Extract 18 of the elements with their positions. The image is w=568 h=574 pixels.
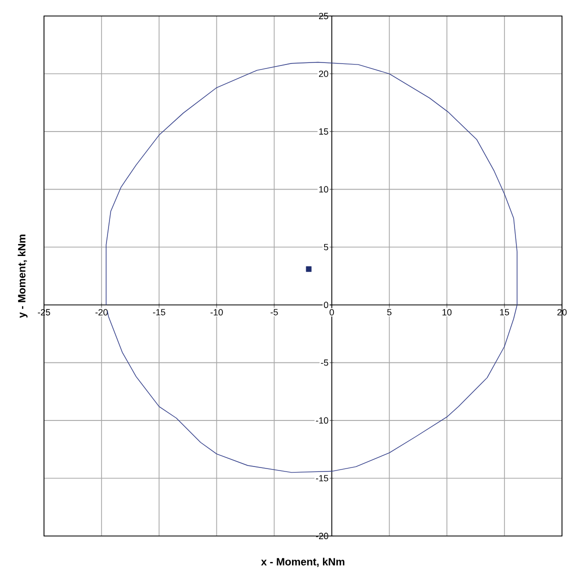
x-tick-label: 10: [442, 309, 452, 316]
y-tick-label: -5: [320, 360, 328, 366]
y-tick-label: 15: [319, 128, 328, 135]
y-tick-label: -10: [316, 417, 328, 424]
y-tick-label: -15: [316, 475, 328, 482]
y-tick-label: 0: [324, 302, 328, 308]
x-tick-label: 0: [330, 309, 334, 316]
x-tick-label: -20: [95, 309, 108, 316]
y-tick-label: 10: [319, 186, 328, 193]
y-tick-label: 5: [324, 244, 328, 250]
y-axis-title: y - Moment, kNm: [18, 234, 28, 318]
y-tick-label: 20: [319, 70, 328, 77]
x-tick-label: 5: [387, 309, 392, 316]
x-axis-title: x - Moment, kNm: [261, 558, 344, 567]
x-tick-label: -10: [210, 309, 223, 316]
x-tick-label: -15: [153, 309, 166, 316]
x-tick-label: 15: [500, 309, 510, 316]
x-tick-label: -5: [270, 309, 278, 316]
